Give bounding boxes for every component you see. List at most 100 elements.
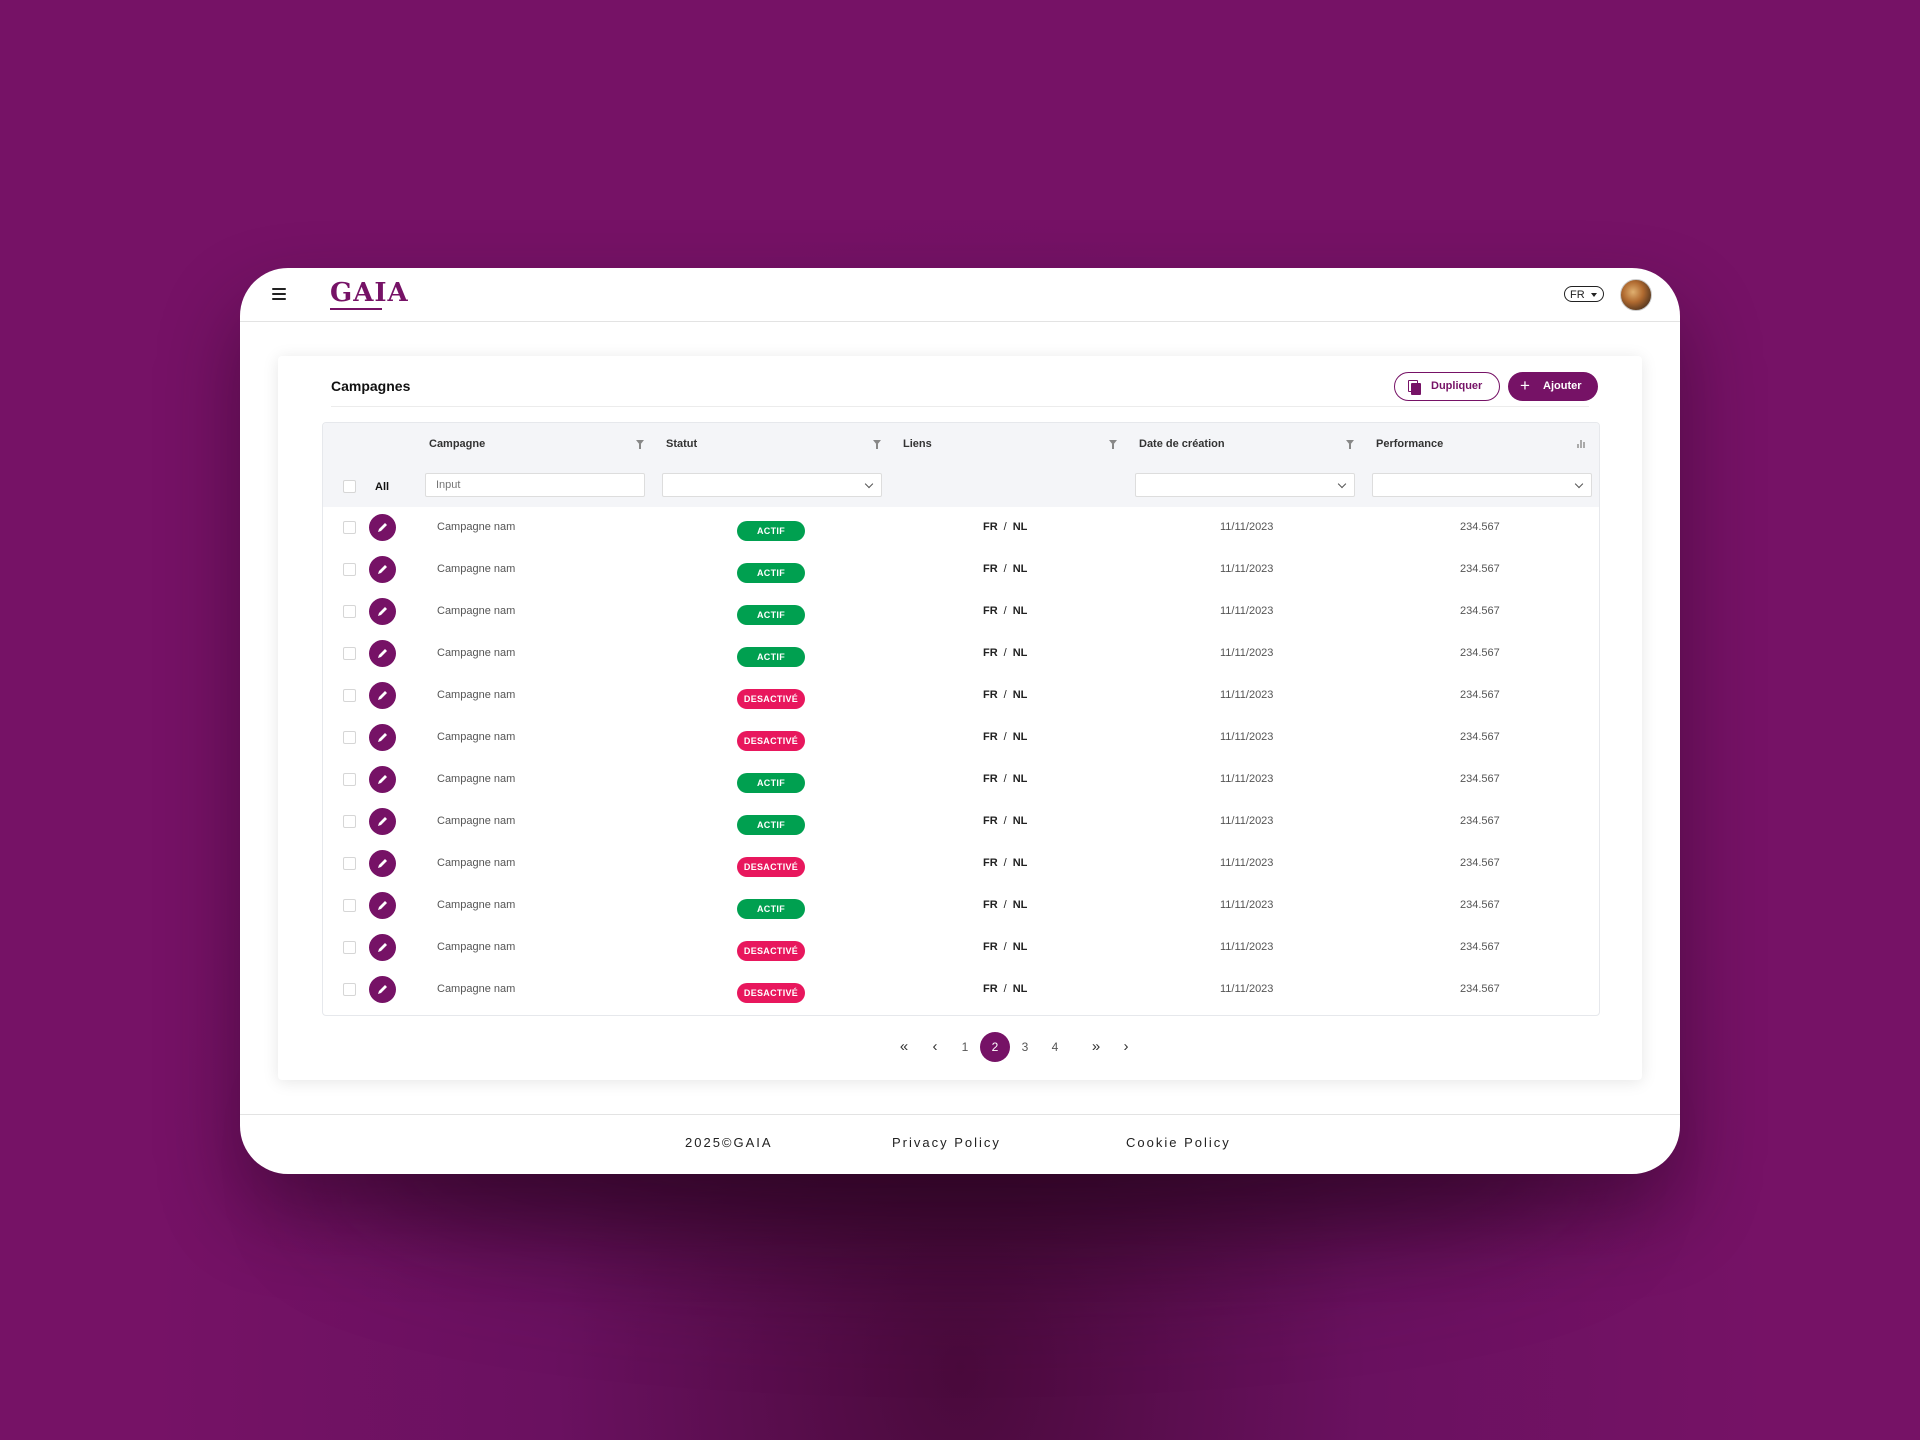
double-chevron-left-icon[interactable]: « [899,1038,909,1055]
edit-button[interactable] [369,640,396,667]
cookie-policy-link[interactable]: Cookie Policy [1126,1135,1231,1150]
row-checkbox[interactable] [343,815,356,828]
link-fr[interactable]: FR [983,731,998,743]
performance-value: 234.567 [1460,773,1500,785]
link-fr[interactable]: FR [983,815,998,827]
language-selector[interactable]: FR [1564,286,1604,302]
creation-date: 11/11/2023 [1220,689,1274,701]
filter-icon[interactable] [1109,440,1117,449]
link-nl[interactable]: NL [1012,731,1028,743]
edit-button[interactable] [369,934,396,961]
link-fr[interactable]: FR [983,647,998,659]
creation-date: 11/11/2023 [1220,605,1274,617]
creation-date: 11/11/2023 [1220,941,1274,953]
pencil-icon [378,565,387,574]
page-2[interactable]: 2 [980,1032,1010,1062]
edit-button[interactable] [369,556,396,583]
date-filter-select[interactable] [1135,473,1355,497]
column-header-liens[interactable]: Liens [903,438,932,450]
row-checkbox[interactable] [343,563,356,576]
menu-icon[interactable] [272,288,286,300]
status-filter-select[interactable] [662,473,882,497]
edit-button[interactable] [369,598,396,625]
links-cell: FR / NL [983,521,1027,533]
link-fr[interactable]: FR [983,563,998,575]
link-nl[interactable]: NL [1012,941,1028,953]
link-nl[interactable]: NL [1012,773,1028,785]
row-checkbox[interactable] [343,689,356,702]
edit-button[interactable] [369,976,396,1003]
table-row: Campagne nam DESACTIVÉ FR / NL 11/11/2023 234.… [323,679,1599,721]
select-all-label: All [375,481,390,493]
link-nl[interactable]: NL [1012,521,1028,533]
pencil-icon [378,817,387,826]
chevron-right-icon[interactable]: › [1123,1038,1129,1055]
link-nl[interactable]: NL [1012,563,1028,575]
duplicate-button[interactable]: Dupliquer [1394,372,1500,401]
column-header-statut[interactable]: Statut [666,438,698,450]
filter-icon[interactable] [636,440,644,449]
creation-date: 11/11/2023 [1220,731,1274,743]
row-checkbox[interactable] [343,731,356,744]
link-fr[interactable]: FR [983,689,998,701]
column-header-performance[interactable]: Performance [1376,438,1444,450]
edit-button[interactable] [369,682,396,709]
column-header-campagne[interactable]: Campagne [429,438,486,450]
select-all-checkbox[interactable] [343,480,356,493]
column-header-date[interactable]: Date de création [1139,438,1225,450]
performance-value: 234.567 [1460,815,1500,827]
row-checkbox[interactable] [343,773,356,786]
privacy-policy-link[interactable]: Privacy Policy [892,1135,1001,1150]
link-nl[interactable]: NL [1012,899,1028,911]
double-chevron-right-icon[interactable]: » [1091,1038,1101,1055]
creation-date: 11/11/2023 [1220,773,1274,785]
filter-icon[interactable] [873,440,881,449]
link-fr[interactable]: FR [983,521,998,533]
page-1[interactable]: 1 [961,1040,969,1054]
link-fr[interactable]: FR [983,773,998,785]
row-checkbox[interactable] [343,647,356,660]
campaign-name: Campagne nam [437,731,516,743]
table-row: Campagne nam DESACTIVÉ FR / NL 11/11/2023 234.… [323,847,1599,889]
divider [331,406,1589,407]
edit-button[interactable] [369,850,396,877]
campaign-name: Campagne nam [437,983,516,995]
campaign-name: Campagne nam [437,899,516,911]
page-3[interactable]: 3 [1021,1040,1029,1054]
link-fr[interactable]: FR [983,941,998,953]
add-button[interactable]: + Ajouter [1508,372,1598,401]
logo[interactable]: GAIA [330,278,409,308]
edit-button[interactable] [369,808,396,835]
link-nl[interactable]: NL [1012,647,1028,659]
campaign-filter-input[interactable] [425,473,645,497]
performance-filter-select[interactable] [1372,473,1592,497]
edit-button[interactable] [369,724,396,751]
link-fr[interactable]: FR [983,857,998,869]
edit-button[interactable] [369,892,396,919]
link-nl[interactable]: NL [1012,983,1028,995]
edit-button[interactable] [369,766,396,793]
avatar[interactable] [1620,279,1652,311]
sort-icon[interactable] [1577,440,1585,448]
filter-icon[interactable] [1346,440,1354,449]
row-checkbox[interactable] [343,941,356,954]
row-checkbox[interactable] [343,605,356,618]
row-checkbox[interactable] [343,899,356,912]
table-row: Campagne nam ACTIF FR / NL 11/11/2023 234.567 [323,511,1599,553]
link-fr[interactable]: FR [983,899,998,911]
link-nl[interactable]: NL [1012,605,1028,617]
row-checkbox[interactable] [343,521,356,534]
link-fr[interactable]: FR [983,983,998,995]
app-window: GAIA FR Campagnes Dupliquer + Ajouter Ca… [240,268,1680,1174]
pencil-icon [378,733,387,742]
chevron-left-icon[interactable]: ‹ [932,1038,938,1055]
chevron-down-icon [1337,479,1347,489]
link-nl[interactable]: NL [1012,689,1028,701]
link-nl[interactable]: NL [1012,815,1028,827]
row-checkbox[interactable] [343,983,356,996]
edit-button[interactable] [369,514,396,541]
row-checkbox[interactable] [343,857,356,870]
link-nl[interactable]: NL [1012,857,1028,869]
link-fr[interactable]: FR [983,605,998,617]
page-4[interactable]: 4 [1051,1040,1059,1054]
